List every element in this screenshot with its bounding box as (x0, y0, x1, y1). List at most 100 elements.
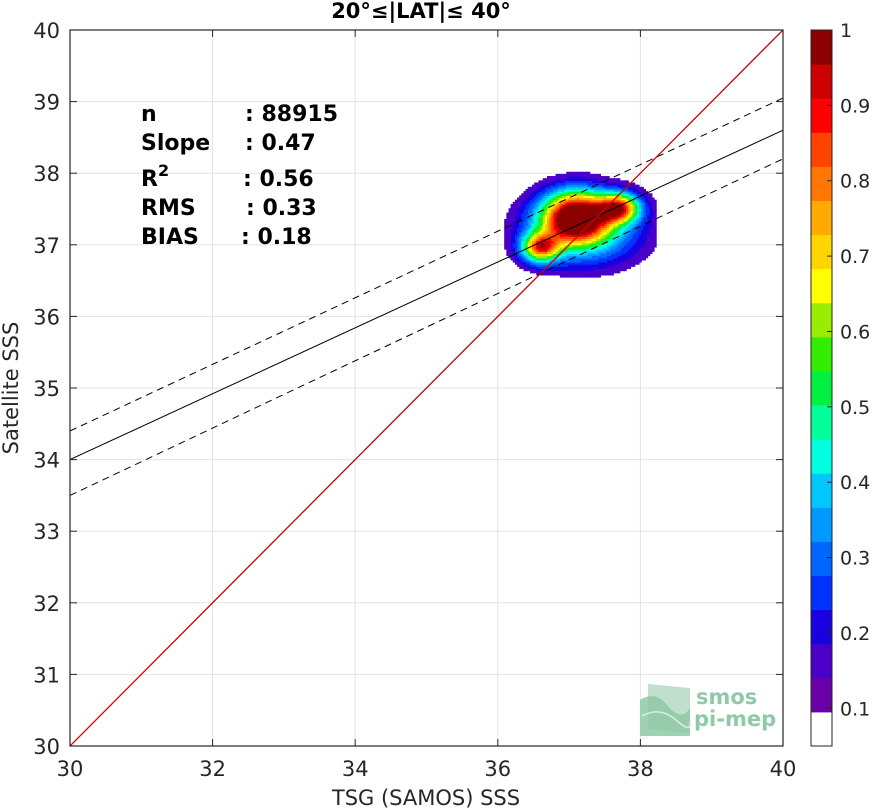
density-cell (529, 242, 533, 246)
density-cell (609, 234, 612, 237)
density-cell (574, 261, 578, 265)
density-cell (609, 197, 612, 201)
density-cell (583, 242, 587, 246)
density-cell (621, 231, 625, 235)
density-cell (551, 195, 555, 199)
density-cell (602, 246, 606, 250)
density-cell (653, 210, 657, 214)
density-cell (628, 216, 632, 220)
density-cell (564, 242, 567, 246)
density-cell (643, 227, 646, 231)
density-cell (523, 193, 527, 196)
density-cell (647, 195, 651, 199)
density-cell (643, 240, 646, 244)
density-cell (609, 191, 612, 194)
density-cell (572, 268, 576, 272)
density-cell (542, 272, 546, 276)
density-cell (551, 246, 555, 250)
density-cell (525, 259, 529, 263)
density-cell (514, 210, 518, 214)
density-cell (651, 236, 655, 239)
density-cell (553, 223, 557, 227)
density-cell (523, 206, 527, 209)
density-cell (594, 231, 597, 235)
density-cell (600, 236, 604, 239)
density-cell (574, 180, 578, 184)
density-cell (598, 206, 602, 209)
density-cell (609, 244, 612, 248)
density-cell (549, 251, 552, 254)
density-cell (643, 219, 646, 222)
density-cell (566, 208, 569, 212)
density-cell (585, 231, 589, 235)
density-cell (527, 201, 531, 205)
density-cell (632, 257, 636, 261)
density-cell (615, 212, 619, 216)
density-cell (615, 214, 619, 218)
density-cell (638, 236, 642, 239)
density-cell (649, 219, 653, 222)
density-cell (609, 231, 612, 235)
density-cell (551, 227, 555, 231)
density-cell (561, 193, 565, 196)
density-cell (504, 244, 507, 248)
density-cell (600, 193, 604, 196)
density-cell (585, 238, 589, 242)
density-cell (581, 236, 584, 239)
density-cell (617, 197, 621, 201)
density-cell (542, 236, 546, 239)
density-cell (566, 229, 569, 233)
density-cell (581, 216, 584, 220)
density-cell (555, 176, 559, 179)
density-cell (583, 180, 587, 184)
density-cell (624, 193, 627, 196)
density-cell (583, 259, 587, 263)
density-cell (602, 227, 606, 231)
density-cell (602, 197, 606, 201)
grid (69, 29, 784, 747)
density-cell (508, 221, 512, 224)
density-cell (611, 193, 614, 196)
density-cell (525, 201, 529, 205)
density-cell (559, 188, 563, 192)
density-cell (566, 186, 569, 190)
density-cell (553, 264, 557, 267)
density-cell (534, 206, 537, 209)
density-cell (527, 223, 531, 227)
density-cell (576, 246, 580, 250)
density-cell (574, 264, 578, 267)
density-cell (517, 214, 520, 218)
density-cell (649, 195, 653, 199)
density-cell (591, 201, 595, 205)
colorbar-segment (811, 643, 832, 679)
density-cell (566, 246, 569, 250)
density-cell (544, 253, 548, 257)
colorbar-tick-label: 0.4 (840, 472, 870, 494)
density-cell (583, 266, 587, 270)
density-cell (540, 225, 544, 229)
density-cell (611, 182, 614, 186)
density-cell (634, 203, 638, 207)
density-cell (521, 246, 525, 250)
density-cell (636, 208, 640, 212)
density-cell (547, 261, 550, 265)
density-cell (594, 238, 597, 242)
density-cell (615, 191, 619, 194)
density-cell (585, 227, 589, 231)
density-cell (606, 188, 610, 192)
density-cell (510, 206, 514, 209)
density-cell (525, 225, 529, 229)
density-cell (632, 195, 636, 199)
density-cell (617, 182, 621, 186)
density-cell (551, 249, 555, 252)
density-cell (628, 203, 632, 207)
density-cell (523, 208, 527, 212)
density-cell (583, 203, 587, 207)
density-cell (534, 236, 537, 239)
density-cell (570, 274, 574, 278)
density-cell (579, 180, 582, 184)
density-cell (626, 240, 629, 244)
density-cell (542, 249, 546, 252)
density-cell (559, 268, 563, 272)
density-cell (619, 182, 623, 186)
